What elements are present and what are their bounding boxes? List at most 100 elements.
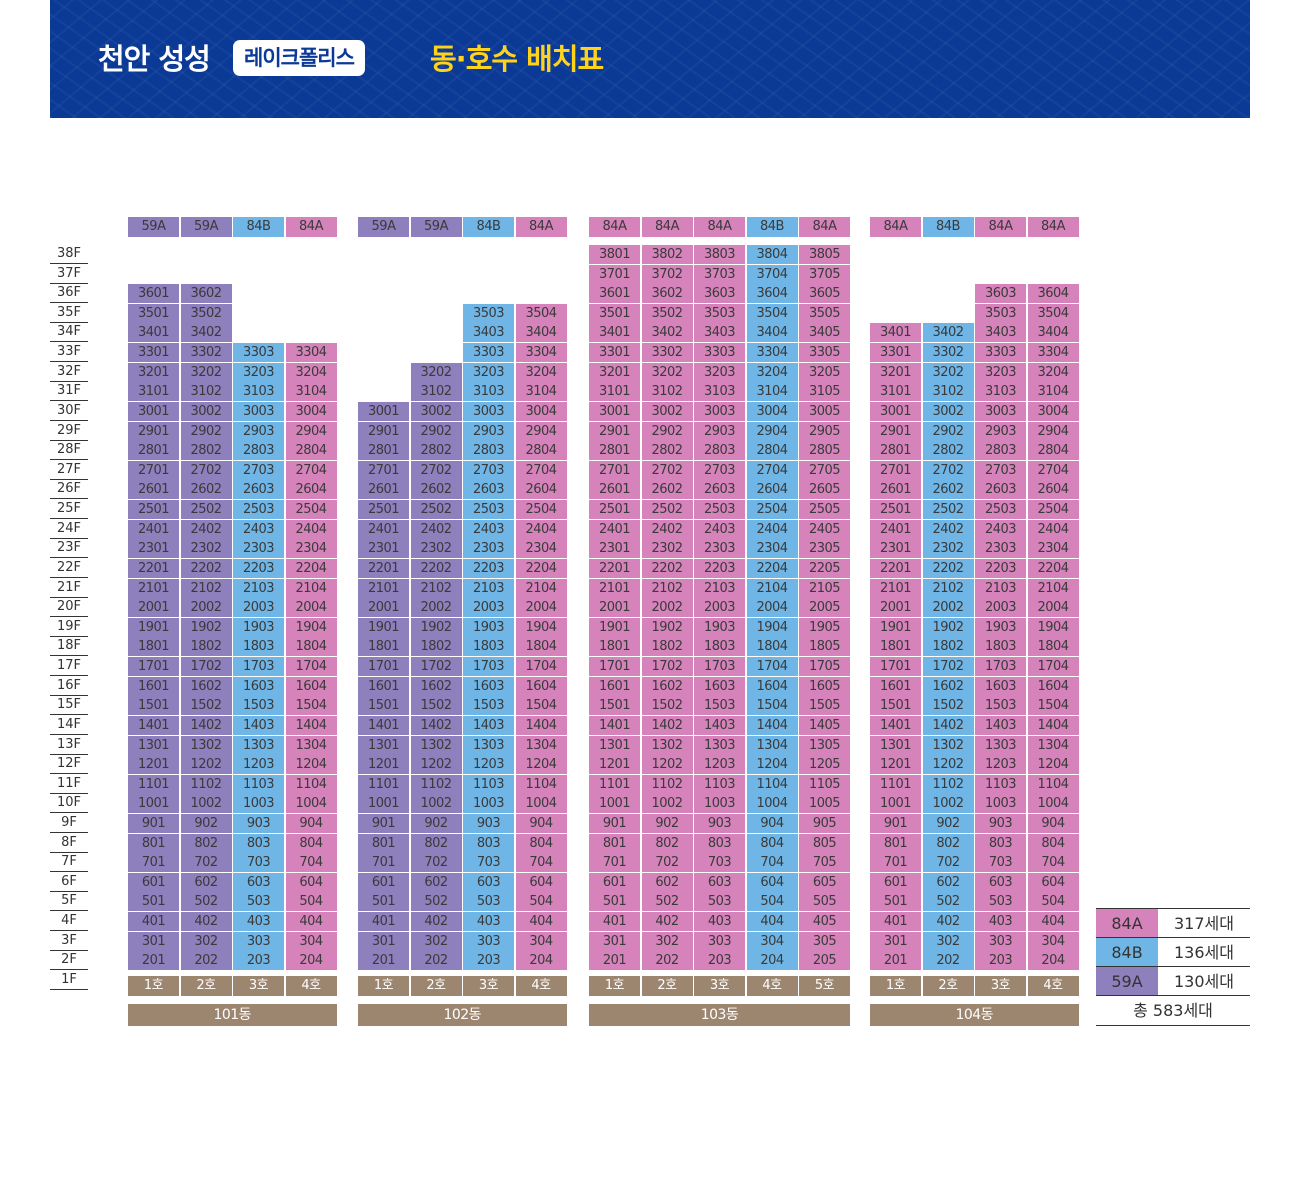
unit-cell: 3001 <box>589 401 640 421</box>
unit-cell: 2104 <box>515 578 567 598</box>
unit-cell: 305 <box>799 931 850 951</box>
unit-cell: 3102 <box>410 382 462 402</box>
unit-cell: 1803 <box>694 637 745 657</box>
unit-cell: 2203 <box>975 558 1026 578</box>
unit-cell: 2001 <box>128 598 179 618</box>
floor-label: 31F <box>50 381 88 402</box>
unit-cell: 1102 <box>641 774 693 794</box>
floor-label: 4F <box>50 911 88 932</box>
unit-cell: 2304 <box>285 539 337 559</box>
unit-cell: 604 <box>515 872 567 892</box>
unit-cell: 302 <box>922 931 974 951</box>
unit-cell: 3302 <box>180 343 232 363</box>
unit-cell: 504 <box>285 892 337 912</box>
unit-cell: 3104 <box>1027 382 1079 402</box>
unit-cell: 2902 <box>410 421 462 441</box>
unit-cell: 2502 <box>922 500 974 520</box>
unit-cell: 3102 <box>922 382 974 402</box>
unit-cell: 2302 <box>641 539 693 559</box>
unit-cell: 902 <box>922 813 974 833</box>
unit-cell: 802 <box>410 833 462 853</box>
unit-cell: 1802 <box>641 637 693 657</box>
unit-cell: 3303 <box>694 343 745 363</box>
unit-type-header: 84A <box>589 217 640 237</box>
unit-cell: 2503 <box>694 500 745 520</box>
unit-cell: 2204 <box>285 558 337 578</box>
unit-cell: 3305 <box>799 343 850 363</box>
floor-label: 12F <box>50 754 88 775</box>
unit-cell: 1304 <box>746 735 798 755</box>
unit-cell: 1903 <box>233 617 284 637</box>
unit-cell: 904 <box>285 813 337 833</box>
unit-cell: 1001 <box>870 794 921 814</box>
unit-type-header: 84A <box>285 217 337 237</box>
unit-cell: 3501 <box>128 303 179 323</box>
ho-label: 4호 <box>515 976 567 996</box>
unit-cell: 2201 <box>870 558 921 578</box>
unit-cell: 403 <box>694 912 745 932</box>
unit-cell: 2302 <box>410 539 462 559</box>
unit-cell: 1604 <box>285 676 337 696</box>
unit-cell: 1002 <box>180 794 232 814</box>
unit-cell: 204 <box>1027 951 1079 971</box>
unit-cell: 203 <box>694 951 745 971</box>
unit-cell: 903 <box>975 813 1026 833</box>
unit-cell: 402 <box>641 912 693 932</box>
unit-cell: 1202 <box>922 755 974 775</box>
floor-label: 36F <box>50 283 88 304</box>
legend-row: 84B 136세대 <box>1096 937 1250 967</box>
unit-cell: 1602 <box>180 676 232 696</box>
unit-cell: 1603 <box>233 676 284 696</box>
unit-cell: 202 <box>410 951 462 971</box>
unit-cell: 2904 <box>746 421 798 441</box>
unit-cell: 3304 <box>515 343 567 363</box>
unit-cell: 901 <box>870 813 921 833</box>
unit-type-header: 59A <box>358 217 409 237</box>
unit-cell: 2002 <box>180 598 232 618</box>
unit-cell: 704 <box>1027 853 1079 873</box>
unit-cell: 3301 <box>870 343 921 363</box>
unit-cell: 301 <box>589 931 640 951</box>
unit-cell: 703 <box>975 853 1026 873</box>
unit-cell: 2702 <box>410 460 462 480</box>
unit-cell: 2403 <box>233 519 284 539</box>
unit-cell: 303 <box>463 931 514 951</box>
ho-label: 4호 <box>746 976 798 996</box>
unit-cell: 1603 <box>463 676 514 696</box>
unit-cell: 1305 <box>799 735 850 755</box>
unit-cell: 3403 <box>694 323 745 343</box>
unit-cell: 1101 <box>128 774 179 794</box>
unit-type-header: 84A <box>870 217 921 237</box>
unit-cell: 2605 <box>799 480 850 500</box>
unit-cell: 3005 <box>799 401 850 421</box>
unit-cell: 3404 <box>1027 323 1079 343</box>
unit-cell: 1803 <box>975 637 1026 657</box>
unit-cell: 3004 <box>285 401 337 421</box>
unit-cell: 2602 <box>410 480 462 500</box>
unit-cell: 2301 <box>128 539 179 559</box>
unit-cell: 201 <box>589 951 640 971</box>
unit-cell: 3303 <box>233 343 284 363</box>
unit-cell: 1303 <box>463 735 514 755</box>
unit-cell: 2102 <box>641 578 693 598</box>
unit-cell: 2202 <box>922 558 974 578</box>
ho-label: 3호 <box>694 976 745 996</box>
unit-cell: 1505 <box>799 696 850 716</box>
unit-cell: 1204 <box>1027 755 1079 775</box>
unit-cell: 3301 <box>589 343 640 363</box>
unit-cell: 202 <box>180 951 232 971</box>
unit-cell: 2602 <box>180 480 232 500</box>
unit-cell: 1803 <box>463 637 514 657</box>
unit-cell: 1702 <box>180 657 232 677</box>
unit-cell: 1502 <box>410 696 462 716</box>
floor-label: 32F <box>50 362 88 382</box>
floor-label: 15F <box>50 695 88 716</box>
floor-label: 37F <box>50 264 88 284</box>
unit-cell: 1205 <box>799 755 850 775</box>
unit-cell: 1503 <box>233 696 284 716</box>
unit-cell: 3203 <box>975 362 1026 382</box>
unit-cell: 3101 <box>870 382 921 402</box>
unit-cell: 404 <box>1027 912 1079 932</box>
unit-cell: 1501 <box>589 696 640 716</box>
unit-cell: 1501 <box>870 696 921 716</box>
